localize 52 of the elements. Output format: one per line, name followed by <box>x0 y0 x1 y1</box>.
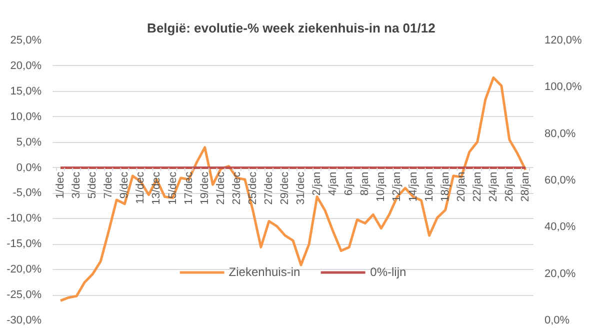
x-tick-label: 19/dec <box>198 171 211 205</box>
y2-tick-label: 80,0% <box>544 128 576 140</box>
x-tick-label: 13/dec <box>150 171 163 205</box>
y-tick-label: 20,0% <box>10 60 42 72</box>
x-tick-label: 17/dec <box>182 171 195 205</box>
y2-tick-label: 100,0% <box>544 81 582 94</box>
y-tick-label: 15,0% <box>10 85 42 98</box>
x-tick-label: 24/jan <box>487 172 500 202</box>
x-tick-label: 10/jan <box>375 172 388 202</box>
y-tick-label: -15,0% <box>6 238 42 250</box>
x-tick-label: 18/jan <box>439 172 452 202</box>
x-tick-label: 21/dec <box>214 171 227 205</box>
y-tick-label: -30,0% <box>6 314 42 326</box>
x-tick-label: 5/dec <box>86 171 99 199</box>
x-tick-label: 1/dec <box>54 171 67 199</box>
y2-tick-label: 40,0% <box>544 221 576 234</box>
y2-tick-label: 20,0% <box>544 268 576 280</box>
y2-tick-label: 120,0% <box>544 34 582 46</box>
x-tick-label: 15/dec <box>166 171 179 205</box>
x-tick-label: 26/jan <box>503 172 516 202</box>
y-tick-label: 5,0% <box>16 136 42 148</box>
x-tick-label: 27/dec <box>262 171 275 205</box>
x-tick-label: 29/dec <box>278 171 291 205</box>
x-tick-label: 11/dec <box>134 171 147 204</box>
x-tick-label: 25/dec <box>246 171 259 205</box>
y-tick-label: -20,0% <box>6 264 42 276</box>
x-tick-label: 23/dec <box>230 171 243 205</box>
x-tick-label: 3/dec <box>70 171 83 199</box>
x-tick-label: 20/jan <box>455 172 468 202</box>
y-tick-label: 25,0% <box>10 34 42 46</box>
y-tick-label: -5,0% <box>12 187 42 200</box>
x-tick-label: 2/jan <box>311 172 324 196</box>
y-tick-label: 10,0% <box>10 110 42 123</box>
x-tick-label: 22/jan <box>471 172 484 202</box>
x-tick-label: 7/dec <box>102 171 115 199</box>
y-tick-label: 0,0% <box>16 162 42 174</box>
x-tick-label: 28/jan <box>519 172 532 202</box>
x-tick-label: 31/dec <box>295 171 308 205</box>
legend-label: Ziekenhuis-in <box>228 265 300 279</box>
x-tick-label: 14/jan <box>407 172 420 202</box>
y-tick-label: -10,0% <box>6 212 42 225</box>
y2-tick-label: 60,0% <box>544 174 576 186</box>
x-tick-label: 9/dec <box>118 171 131 199</box>
y-tick-label: -25,0% <box>6 289 42 302</box>
x-tick-label: 6/jan <box>343 172 356 196</box>
x-tick-label: 4/jan <box>327 172 340 196</box>
chart-title: België: evolutie-% week ziekenhuis-in na 01/12 <box>147 20 436 36</box>
y2-tick-label: 0,0% <box>544 314 570 326</box>
x-tick-label: 8/jan <box>359 172 372 196</box>
x-tick-label: 12/jan <box>391 172 404 202</box>
legend-label: 0%-lijn <box>370 265 406 279</box>
x-tick-label: 16/jan <box>423 172 436 202</box>
